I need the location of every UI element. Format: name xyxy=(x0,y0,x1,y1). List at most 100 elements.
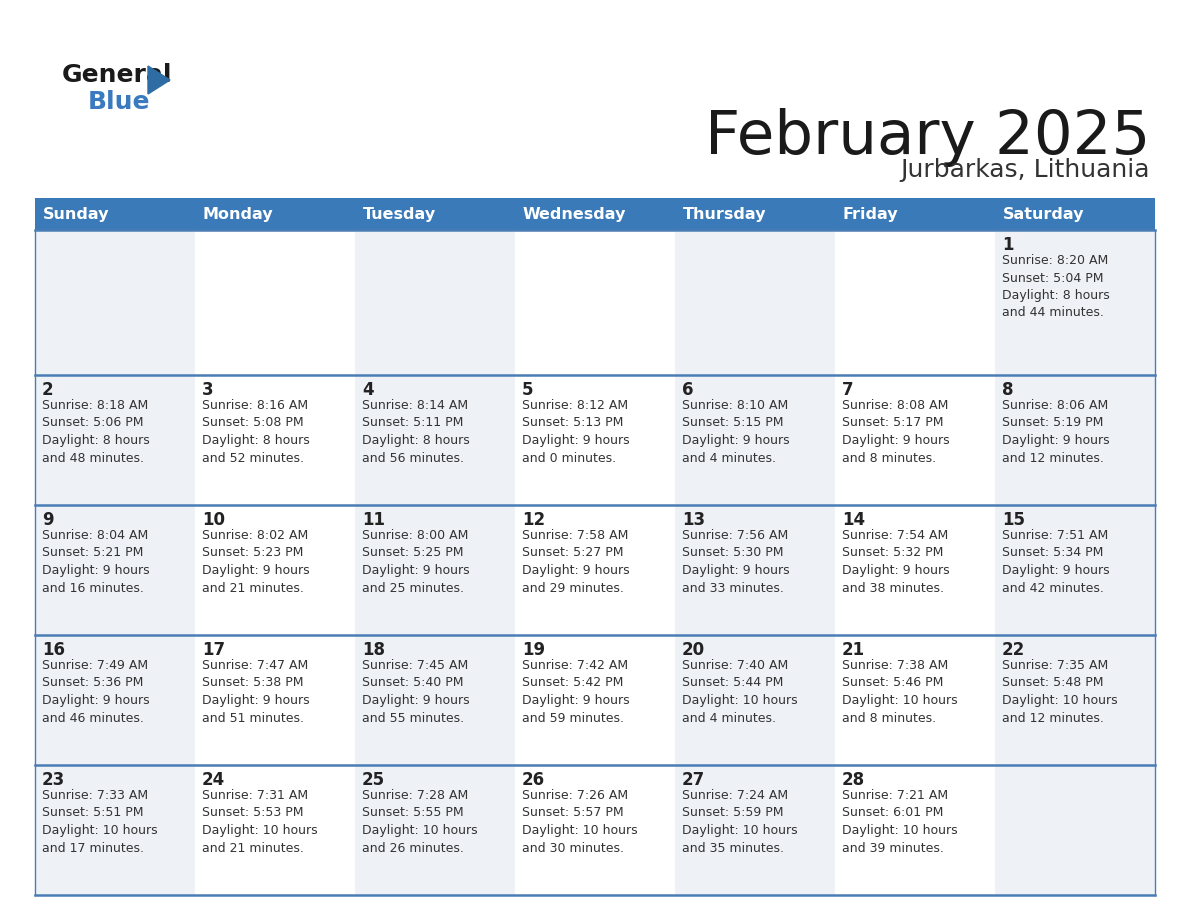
Bar xyxy=(355,375,516,505)
Bar xyxy=(675,375,835,505)
Bar xyxy=(195,505,355,635)
Bar xyxy=(675,230,835,375)
Bar xyxy=(996,198,1155,230)
Text: Sunrise: 7:56 AM
Sunset: 5:30 PM
Daylight: 9 hours
and 33 minutes.: Sunrise: 7:56 AM Sunset: 5:30 PM Dayligh… xyxy=(682,529,790,595)
Text: Sunrise: 7:58 AM
Sunset: 5:27 PM
Daylight: 9 hours
and 29 minutes.: Sunrise: 7:58 AM Sunset: 5:27 PM Dayligh… xyxy=(522,529,630,595)
Text: 17: 17 xyxy=(202,641,225,659)
Text: 6: 6 xyxy=(682,381,694,399)
Text: Blue: Blue xyxy=(88,90,151,114)
Bar xyxy=(675,635,835,765)
Text: 19: 19 xyxy=(522,641,545,659)
Bar xyxy=(835,765,996,895)
Text: 4: 4 xyxy=(362,381,373,399)
Text: 11: 11 xyxy=(362,511,385,529)
Text: 2: 2 xyxy=(42,381,53,399)
Bar xyxy=(996,230,1155,375)
Bar xyxy=(516,230,675,375)
Bar xyxy=(355,198,516,230)
Text: 21: 21 xyxy=(842,641,865,659)
Bar xyxy=(34,198,195,230)
Text: Sunrise: 7:26 AM
Sunset: 5:57 PM
Daylight: 10 hours
and 30 minutes.: Sunrise: 7:26 AM Sunset: 5:57 PM Dayligh… xyxy=(522,789,638,855)
Bar xyxy=(996,505,1155,635)
Text: Sunrise: 7:51 AM
Sunset: 5:34 PM
Daylight: 9 hours
and 42 minutes.: Sunrise: 7:51 AM Sunset: 5:34 PM Dayligh… xyxy=(1001,529,1110,595)
Text: Sunrise: 7:42 AM
Sunset: 5:42 PM
Daylight: 9 hours
and 59 minutes.: Sunrise: 7:42 AM Sunset: 5:42 PM Dayligh… xyxy=(522,659,630,724)
Text: Tuesday: Tuesday xyxy=(364,207,436,221)
Text: Jurbarkas, Lithuania: Jurbarkas, Lithuania xyxy=(901,158,1150,182)
Bar xyxy=(195,765,355,895)
Bar xyxy=(675,765,835,895)
Text: Sunrise: 8:08 AM
Sunset: 5:17 PM
Daylight: 9 hours
and 8 minutes.: Sunrise: 8:08 AM Sunset: 5:17 PM Dayligh… xyxy=(842,399,949,465)
Bar xyxy=(516,505,675,635)
Text: 10: 10 xyxy=(202,511,225,529)
Text: Sunrise: 8:18 AM
Sunset: 5:06 PM
Daylight: 8 hours
and 48 minutes.: Sunrise: 8:18 AM Sunset: 5:06 PM Dayligh… xyxy=(42,399,150,465)
Text: 28: 28 xyxy=(842,771,865,789)
Text: Sunrise: 8:12 AM
Sunset: 5:13 PM
Daylight: 9 hours
and 0 minutes.: Sunrise: 8:12 AM Sunset: 5:13 PM Dayligh… xyxy=(522,399,630,465)
Text: 8: 8 xyxy=(1001,381,1013,399)
Text: Sunrise: 8:04 AM
Sunset: 5:21 PM
Daylight: 9 hours
and 16 minutes.: Sunrise: 8:04 AM Sunset: 5:21 PM Dayligh… xyxy=(42,529,150,595)
Bar xyxy=(516,198,675,230)
Text: Sunrise: 7:31 AM
Sunset: 5:53 PM
Daylight: 10 hours
and 21 minutes.: Sunrise: 7:31 AM Sunset: 5:53 PM Dayligh… xyxy=(202,789,317,855)
Text: General: General xyxy=(62,63,172,87)
Text: Sunrise: 7:54 AM
Sunset: 5:32 PM
Daylight: 9 hours
and 38 minutes.: Sunrise: 7:54 AM Sunset: 5:32 PM Dayligh… xyxy=(842,529,949,595)
Text: Sunday: Sunday xyxy=(43,207,109,221)
Text: 12: 12 xyxy=(522,511,545,529)
Text: 23: 23 xyxy=(42,771,65,789)
Text: 13: 13 xyxy=(682,511,706,529)
Text: Sunrise: 7:28 AM
Sunset: 5:55 PM
Daylight: 10 hours
and 26 minutes.: Sunrise: 7:28 AM Sunset: 5:55 PM Dayligh… xyxy=(362,789,478,855)
Bar xyxy=(516,635,675,765)
Text: 3: 3 xyxy=(202,381,214,399)
Text: 22: 22 xyxy=(1001,641,1025,659)
Bar xyxy=(34,635,195,765)
Bar xyxy=(195,635,355,765)
Bar xyxy=(355,635,516,765)
Bar xyxy=(34,765,195,895)
Bar xyxy=(34,505,195,635)
Polygon shape xyxy=(148,66,170,94)
Bar xyxy=(516,375,675,505)
Bar xyxy=(996,765,1155,895)
Text: Sunrise: 8:10 AM
Sunset: 5:15 PM
Daylight: 9 hours
and 4 minutes.: Sunrise: 8:10 AM Sunset: 5:15 PM Dayligh… xyxy=(682,399,790,465)
Bar xyxy=(355,765,516,895)
Text: 7: 7 xyxy=(842,381,854,399)
Bar xyxy=(195,375,355,505)
Text: 14: 14 xyxy=(842,511,865,529)
Text: 27: 27 xyxy=(682,771,706,789)
Bar xyxy=(835,198,996,230)
Bar xyxy=(675,198,835,230)
Text: Sunrise: 8:06 AM
Sunset: 5:19 PM
Daylight: 9 hours
and 12 minutes.: Sunrise: 8:06 AM Sunset: 5:19 PM Dayligh… xyxy=(1001,399,1110,465)
Text: Sunrise: 7:33 AM
Sunset: 5:51 PM
Daylight: 10 hours
and 17 minutes.: Sunrise: 7:33 AM Sunset: 5:51 PM Dayligh… xyxy=(42,789,158,855)
Text: Sunrise: 8:00 AM
Sunset: 5:25 PM
Daylight: 9 hours
and 25 minutes.: Sunrise: 8:00 AM Sunset: 5:25 PM Dayligh… xyxy=(362,529,469,595)
Text: 16: 16 xyxy=(42,641,65,659)
Text: 20: 20 xyxy=(682,641,706,659)
Text: 25: 25 xyxy=(362,771,385,789)
Text: Sunrise: 7:47 AM
Sunset: 5:38 PM
Daylight: 9 hours
and 51 minutes.: Sunrise: 7:47 AM Sunset: 5:38 PM Dayligh… xyxy=(202,659,310,724)
Text: 15: 15 xyxy=(1001,511,1025,529)
Text: Sunrise: 7:24 AM
Sunset: 5:59 PM
Daylight: 10 hours
and 35 minutes.: Sunrise: 7:24 AM Sunset: 5:59 PM Dayligh… xyxy=(682,789,797,855)
Text: Monday: Monday xyxy=(203,207,273,221)
Bar xyxy=(34,230,195,375)
Bar xyxy=(355,505,516,635)
Bar xyxy=(996,635,1155,765)
Text: Saturday: Saturday xyxy=(1003,207,1085,221)
Text: Sunrise: 7:49 AM
Sunset: 5:36 PM
Daylight: 9 hours
and 46 minutes.: Sunrise: 7:49 AM Sunset: 5:36 PM Dayligh… xyxy=(42,659,150,724)
Text: February 2025: February 2025 xyxy=(704,108,1150,167)
Text: Sunrise: 7:40 AM
Sunset: 5:44 PM
Daylight: 10 hours
and 4 minutes.: Sunrise: 7:40 AM Sunset: 5:44 PM Dayligh… xyxy=(682,659,797,724)
Bar xyxy=(835,505,996,635)
Text: 24: 24 xyxy=(202,771,226,789)
Bar xyxy=(516,765,675,895)
Text: Friday: Friday xyxy=(843,207,898,221)
Text: Sunrise: 8:02 AM
Sunset: 5:23 PM
Daylight: 9 hours
and 21 minutes.: Sunrise: 8:02 AM Sunset: 5:23 PM Dayligh… xyxy=(202,529,310,595)
Bar xyxy=(675,505,835,635)
Text: 1: 1 xyxy=(1001,236,1013,254)
Bar xyxy=(34,375,195,505)
Bar xyxy=(195,198,355,230)
Text: 5: 5 xyxy=(522,381,533,399)
Text: Sunrise: 8:14 AM
Sunset: 5:11 PM
Daylight: 8 hours
and 56 minutes.: Sunrise: 8:14 AM Sunset: 5:11 PM Dayligh… xyxy=(362,399,469,465)
Text: Sunrise: 7:35 AM
Sunset: 5:48 PM
Daylight: 10 hours
and 12 minutes.: Sunrise: 7:35 AM Sunset: 5:48 PM Dayligh… xyxy=(1001,659,1118,724)
Bar xyxy=(996,375,1155,505)
Bar xyxy=(835,375,996,505)
Bar xyxy=(835,635,996,765)
Text: Wednesday: Wednesday xyxy=(523,207,626,221)
Text: Sunrise: 7:21 AM
Sunset: 6:01 PM
Daylight: 10 hours
and 39 minutes.: Sunrise: 7:21 AM Sunset: 6:01 PM Dayligh… xyxy=(842,789,958,855)
Bar xyxy=(835,230,996,375)
